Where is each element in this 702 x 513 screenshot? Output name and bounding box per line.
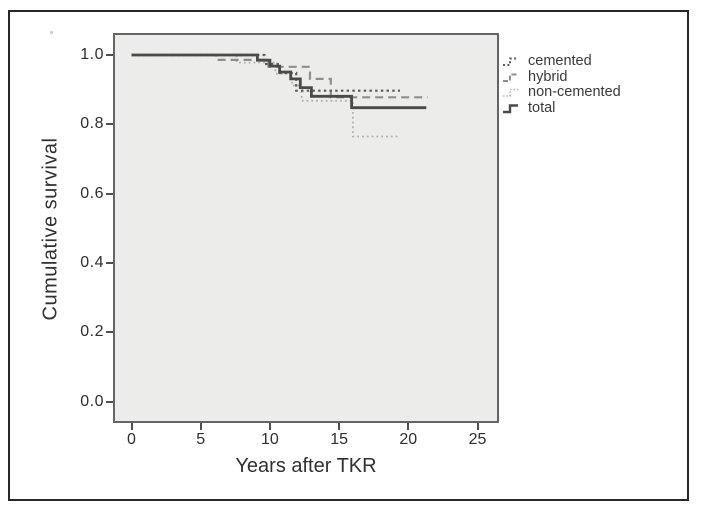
y-tick-label-0.6: 0.6: [80, 184, 104, 202]
legend-label-cemented: cemented: [528, 53, 592, 70]
x-tick-10: [268, 423, 271, 430]
x-tick-25: [476, 423, 479, 430]
legend-glyph-hybrid: [503, 73, 518, 82]
legend-item-non-cemented: non-cemented: [502, 85, 621, 101]
y-tick-0.6: [106, 192, 113, 195]
legend-item-cemented: cemented: [502, 54, 621, 70]
legend-label-total: total: [528, 99, 556, 116]
legend-glyph-non-cemented: [503, 88, 518, 98]
x-tick-20: [407, 423, 410, 430]
legend-item-hybrid: hybrid: [502, 70, 621, 86]
x-tick-label-20: 20: [399, 431, 418, 448]
x-tick-label-5: 5: [196, 431, 206, 448]
survival-curves: [131, 53, 428, 138]
curve-non-cemented: [131, 54, 400, 138]
x-tick-label-25: 25: [468, 431, 487, 448]
legend-label-non-cemented: non-cemented: [528, 84, 621, 101]
legend-glyph-cemented: [503, 57, 518, 67]
curve-total: [131, 53, 427, 110]
x-axis-title: Years after TKR: [235, 455, 377, 477]
y-axis-title: Cumulative survival: [39, 137, 62, 321]
y-tick-label-1.0: 1.0: [80, 46, 104, 63]
y-tick-label-0.8: 0.8: [80, 115, 104, 133]
legend-item-total: total: [502, 101, 621, 117]
plot-area: [113, 33, 499, 423]
scan-speck-artifact: [50, 31, 53, 34]
y-tick-label-0.0: 0.0: [80, 392, 104, 410]
y-tick-label-0.4: 0.4: [80, 254, 104, 272]
x-tick-0: [130, 423, 133, 430]
y-tick-0.2: [106, 331, 113, 334]
y-tick-0.0: [106, 400, 113, 403]
y-tick-0.4: [106, 262, 113, 265]
x-tick-5: [199, 423, 202, 430]
curve-hybrid: [131, 53, 428, 99]
legend-glyph-total: [503, 104, 518, 113]
y-tick-label-0.2: 0.2: [80, 323, 104, 341]
x-tick-label-10: 10: [260, 431, 279, 448]
x-tick-15: [338, 423, 341, 430]
x-tick-label-15: 15: [330, 431, 348, 448]
y-tick-1.0: [106, 54, 113, 56]
x-tick-label-0: 0: [127, 431, 136, 448]
legend: cemented hybrid non-cemented total: [502, 54, 621, 116]
y-tick-0.8: [106, 123, 113, 126]
legend-label-hybrid: hybrid: [528, 68, 568, 85]
